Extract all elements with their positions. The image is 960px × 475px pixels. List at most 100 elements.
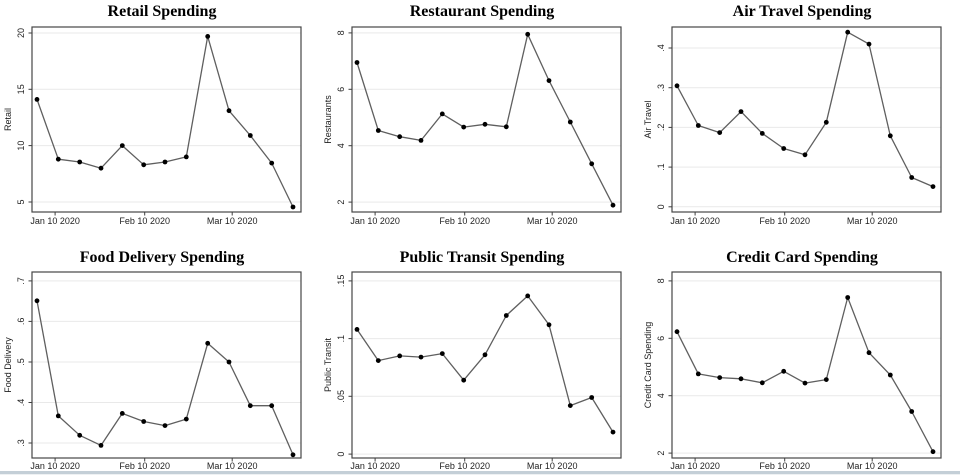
data-point <box>290 452 296 458</box>
y-tick-label: 2 <box>656 451 666 456</box>
chart-title: Air Travel Spending <box>733 3 872 20</box>
plot-frame <box>351 26 622 213</box>
data-point <box>503 313 509 318</box>
x-tick-label: Jan 10 2020 <box>350 461 400 471</box>
chart-svg: Restaurant Spending 2 4 6 8 Restaurants Jan 10… <box>323 3 622 226</box>
data-point <box>567 403 573 408</box>
series-line <box>676 296 934 453</box>
y-tick-label: 5 <box>16 199 26 204</box>
data-point <box>269 160 275 166</box>
y-axis-title: Air Travel <box>643 100 653 138</box>
data-point <box>354 327 360 332</box>
data-point <box>354 60 360 65</box>
chart-svg: Retail Spending 5 10 15 20 Retail Jan 10 2020 F… <box>3 3 302 226</box>
data-point <box>290 204 296 210</box>
data-point <box>162 423 168 428</box>
chart-public-transit-spending: Public Transit Spending 0 .05 .1 .15 Public T… <box>320 237 640 475</box>
data-point <box>802 152 808 158</box>
x-tick-label: Feb 10 2020 <box>759 461 810 471</box>
data-point <box>717 375 723 380</box>
y-axis-title: Restaurants <box>323 95 333 144</box>
chart-svg: Air Travel Spending 0 .1 .2 .3 .4 Air Travel Ja… <box>643 3 942 226</box>
data-point <box>823 119 829 125</box>
x-tick-label: Jan 10 2020 <box>30 216 80 226</box>
data-point <box>77 159 83 165</box>
data-point <box>589 161 595 167</box>
data-point <box>34 97 40 102</box>
x-tick-label: Feb 10 2020 <box>119 461 170 471</box>
data-point <box>141 162 147 168</box>
x-tick-label: Jan 10 2020 <box>30 461 80 471</box>
y-axis-title: Public Transit <box>323 337 333 392</box>
data-point <box>418 354 424 360</box>
plot-frame <box>671 271 942 459</box>
data-point <box>695 123 701 128</box>
series-line <box>356 33 614 206</box>
data-point <box>247 133 253 138</box>
data-point <box>55 156 61 162</box>
y-tick-label: 0 <box>656 204 666 209</box>
series-line <box>36 300 294 456</box>
chart-credit-card-spending: Credit Card Spending 2 4 6 8 Credit Card Spen… <box>640 237 960 475</box>
x-tick-label: Feb 10 2020 <box>119 216 170 226</box>
x-tick-label: Feb 10 2020 <box>759 216 810 226</box>
y-tick-label: 0 <box>336 452 346 457</box>
chart-food-delivery-spending: Food Delivery Spending .3 .4 .5 .6 .7 Food Del… <box>0 237 320 475</box>
data-point <box>482 121 488 127</box>
data-point <box>546 322 552 328</box>
data-point <box>439 351 445 356</box>
data-point <box>418 138 424 143</box>
chart-title: Credit Card Spending <box>726 249 878 266</box>
data-point <box>439 111 445 117</box>
y-tick-label: .1 <box>336 335 346 343</box>
y-tick-label: .6 <box>16 318 26 326</box>
y-tick-label: .7 <box>16 277 26 285</box>
y-tick-label: .2 <box>656 124 666 132</box>
data-point <box>34 298 40 304</box>
data-point <box>77 432 83 438</box>
chart-svg: Credit Card Spending 2 4 6 8 Credit Card Spen… <box>643 249 942 471</box>
y-tick-label: 8 <box>656 278 666 283</box>
data-point <box>866 350 872 356</box>
y-tick-label: 8 <box>336 30 346 35</box>
data-point <box>461 377 467 383</box>
y-axis-title: Food Delivery <box>3 337 13 393</box>
chart-air-travel-spending: Air Travel Spending 0 .1 .2 .3 .4 Air Travel Ja… <box>640 0 960 237</box>
data-point <box>546 78 552 83</box>
data-point <box>930 449 936 455</box>
chart-restaurant-spending: Restaurant Spending 2 4 6 8 Restaurants Jan 10… <box>320 0 640 237</box>
data-point <box>759 131 765 136</box>
x-tick-label: Jan 10 2020 <box>350 216 400 226</box>
chart-title: Public Transit Spending <box>400 249 565 266</box>
y-tick-label: .3 <box>16 439 26 447</box>
y-tick-label: .5 <box>16 358 26 366</box>
data-point <box>119 411 125 416</box>
data-point <box>909 409 915 414</box>
data-point <box>461 124 467 130</box>
data-point <box>205 340 211 346</box>
y-tick-label: 10 <box>16 141 26 151</box>
plot-frame <box>31 271 302 459</box>
plot-frame <box>671 26 942 213</box>
data-point <box>375 128 381 133</box>
plot-frame <box>351 271 622 459</box>
data-point <box>738 109 744 114</box>
data-point <box>247 403 253 409</box>
data-point <box>525 31 531 37</box>
data-point <box>781 146 787 151</box>
data-point <box>695 371 701 377</box>
data-point <box>525 293 531 299</box>
data-point <box>823 377 829 382</box>
series-line <box>676 31 934 188</box>
data-point <box>141 419 147 424</box>
data-point <box>845 29 851 35</box>
data-point <box>738 376 744 382</box>
series-line <box>356 295 614 433</box>
chart-title: Retail Spending <box>108 3 217 20</box>
data-point <box>98 165 104 171</box>
chart-title: Restaurant Spending <box>410 3 554 20</box>
y-axis-title: Retail <box>3 108 13 131</box>
data-point <box>482 352 488 358</box>
plot-frame <box>31 26 302 213</box>
